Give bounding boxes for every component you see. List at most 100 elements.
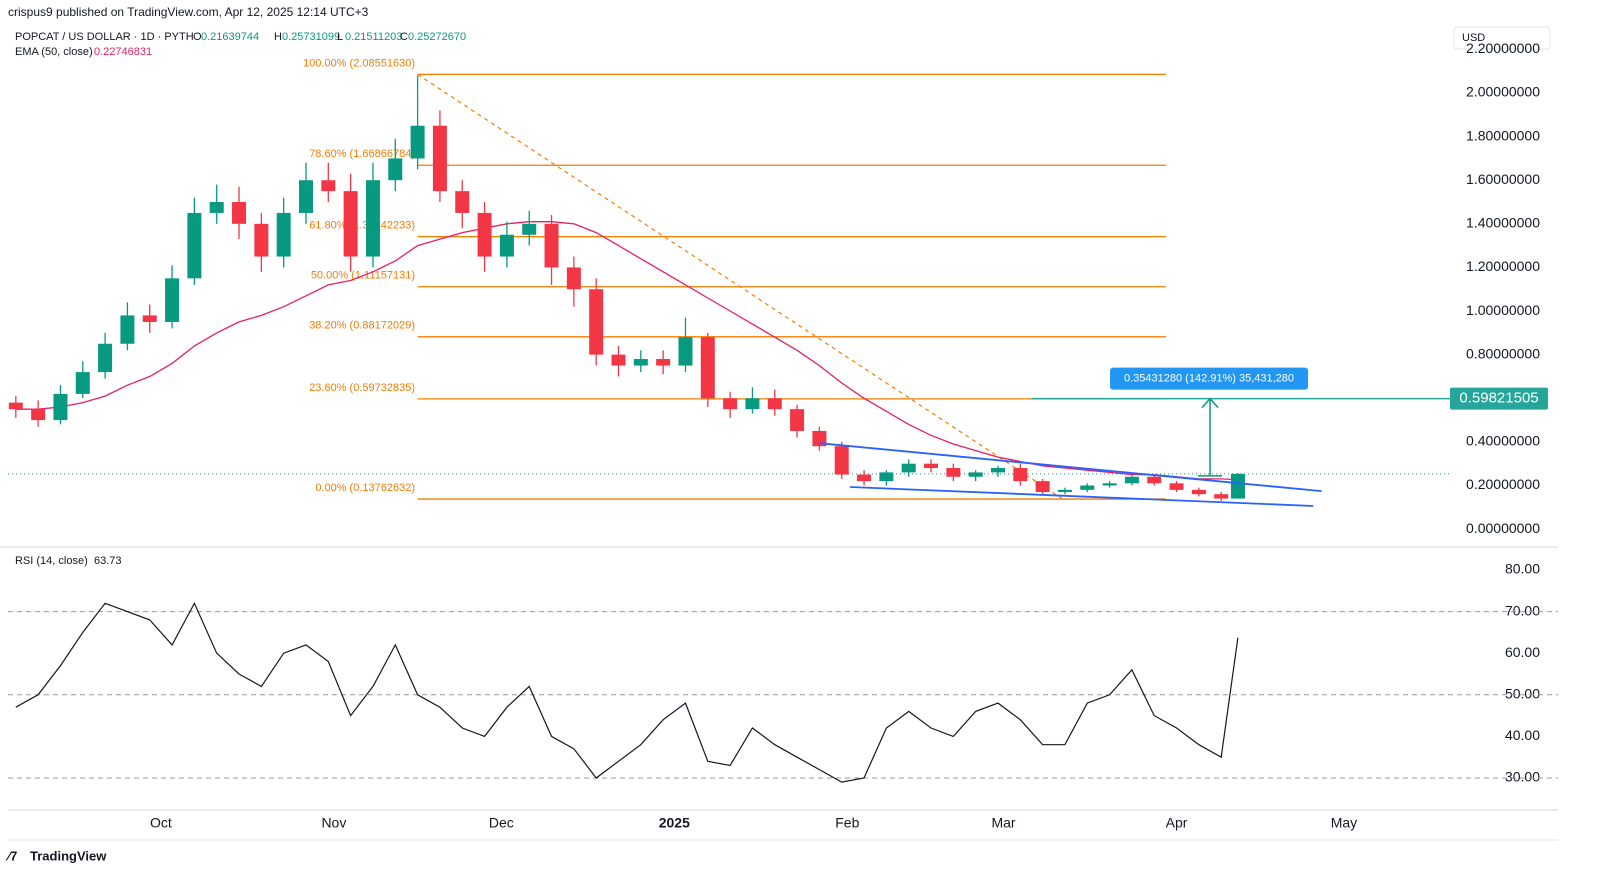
ohlc-name: H (274, 31, 282, 43)
rsi-tick-label: 80.00 (1505, 561, 1540, 577)
fib-label: 0.00% (0.13762632) (315, 482, 415, 494)
candle-body (142, 315, 157, 322)
candle-body (1191, 489, 1206, 495)
fib-label: 100.00% (2.08551630) (303, 57, 415, 69)
candle-body (968, 472, 983, 477)
candle-body (1124, 476, 1139, 484)
candle-body (8, 402, 23, 410)
candle-body (209, 202, 224, 213)
y-tick-label: 1.80000000 (1466, 127, 1540, 143)
candle-body (767, 398, 782, 410)
candle-body (1147, 476, 1162, 484)
candle-body (1057, 489, 1072, 493)
candle-body (656, 359, 671, 366)
published: crispus9 published on TradingView.com, A… (8, 5, 369, 19)
ohlc-name: L (337, 31, 343, 43)
fib-label: 23.60% (0.59732835) (309, 382, 415, 394)
candle-body (31, 409, 46, 421)
candle-body (522, 223, 537, 235)
candle-body (812, 430, 827, 447)
fib-label: 61.80% (1.34142233) (309, 220, 415, 232)
rsi-tick-label: 30.00 (1505, 769, 1540, 785)
candle-body (633, 359, 648, 366)
candle-body (1035, 481, 1050, 493)
y-tick-label: 1.40000000 (1466, 215, 1540, 231)
candle-body (924, 463, 939, 469)
trendline (819, 442, 1322, 493)
candle-body (678, 337, 693, 366)
ema-label: EMA (50, close) (15, 46, 93, 58)
candle-body (879, 472, 894, 482)
currency: USD (1462, 32, 1485, 44)
candle-body (165, 278, 180, 322)
rsi-tick-label: 60.00 (1505, 644, 1540, 660)
ema-value: 0.22746831 (94, 46, 152, 58)
candle-body (1102, 483, 1117, 486)
candle-body (1080, 485, 1095, 490)
x-tick-label: Oct (150, 815, 172, 831)
fib-label: 78.60% (1.66866784) (309, 148, 415, 160)
candle-body (298, 180, 313, 213)
candle-body (410, 125, 425, 159)
rsi-tick-label: 50.00 (1505, 685, 1540, 701)
y-tick-label: 0.20000000 (1466, 476, 1540, 492)
candle-body (365, 180, 380, 257)
rsi-tick-label: 70.00 (1505, 602, 1540, 618)
x-tick-label: Apr (1166, 815, 1188, 831)
x-tick-label: May (1331, 815, 1357, 831)
rsi-label: RSI (14, close) (15, 555, 88, 567)
y-tick-label: 1.20000000 (1466, 258, 1540, 274)
rsi-tick-label: 40.00 (1505, 727, 1540, 743)
price-box (1450, 387, 1548, 410)
candle-body (120, 315, 135, 344)
candle-body (901, 463, 916, 473)
fib-label: 38.20% (0.88172029) (309, 320, 415, 332)
measure-label: 0.35431280 (142.91%) 35,431,280 (1124, 373, 1294, 385)
x-tick-label: Nov (321, 815, 346, 831)
candle-body (321, 180, 336, 192)
ohlc-name: C (400, 31, 408, 43)
candle-body (187, 212, 202, 279)
y-tick-label: 2.20000000 (1466, 40, 1540, 56)
candle-body (388, 158, 403, 181)
ohlc-name: O (193, 31, 202, 43)
price-box-label: 0.59821505 (1459, 390, 1538, 407)
candle-body (1169, 483, 1184, 490)
candle-body (1013, 468, 1028, 482)
ohlc-value: 0.21511203 (345, 31, 402, 43)
candle-body (700, 337, 715, 399)
y-tick-label: 0.00000000 (1466, 520, 1540, 536)
candle-body (946, 468, 961, 477)
candle-body (432, 125, 447, 192)
rsi-line (15, 601, 1239, 783)
rsi-value: 63.73 (94, 555, 122, 567)
candle-body (589, 289, 604, 355)
trendline (850, 486, 1314, 507)
candle-body (343, 191, 358, 257)
candle-body (53, 393, 68, 421)
footer-brand: TradingView (30, 848, 107, 863)
x-tick-label: Feb (835, 815, 859, 831)
x-tick-label: Mar (991, 815, 1015, 831)
candle-body (790, 409, 805, 431)
ohlc-value: 0.21639744 (201, 31, 259, 43)
candle-body (834, 446, 849, 475)
candle-body (254, 223, 269, 257)
y-tick-label: 1.60000000 (1466, 171, 1540, 187)
candle-body (1214, 494, 1229, 499)
logo-mark: ⁄7 (5, 848, 17, 863)
candle-body (544, 223, 559, 268)
y-tick-label: 0.40000000 (1466, 433, 1540, 449)
candle-body (477, 212, 492, 257)
ohlc-value: 0.25731099 (282, 31, 340, 43)
candle-body (499, 234, 514, 257)
x-tick-label: 2025 (659, 815, 690, 831)
y-tick-label: 2.00000000 (1466, 84, 1540, 100)
currency-box (1453, 26, 1551, 50)
y-tick-label: 1.00000000 (1466, 302, 1540, 318)
candle-body (745, 398, 760, 410)
candle-body (1230, 473, 1245, 499)
